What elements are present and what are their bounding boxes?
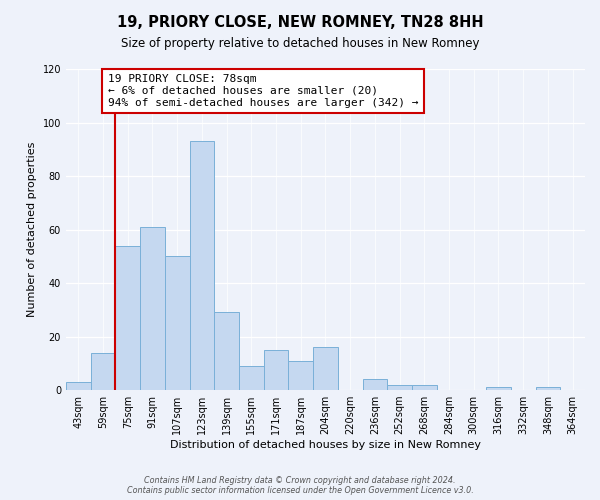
Bar	[140, 227, 165, 390]
Bar	[115, 246, 140, 390]
Bar	[289, 360, 313, 390]
Bar	[190, 141, 214, 390]
Bar	[387, 384, 412, 390]
Bar	[412, 384, 437, 390]
Text: 19 PRIORY CLOSE: 78sqm
← 6% of detached houses are smaller (20)
94% of semi-deta: 19 PRIORY CLOSE: 78sqm ← 6% of detached …	[108, 74, 418, 108]
Bar	[486, 388, 511, 390]
Text: Size of property relative to detached houses in New Romney: Size of property relative to detached ho…	[121, 38, 479, 51]
Bar	[214, 312, 239, 390]
Bar	[239, 366, 263, 390]
X-axis label: Distribution of detached houses by size in New Romney: Distribution of detached houses by size …	[170, 440, 481, 450]
Text: Contains HM Land Registry data © Crown copyright and database right 2024.
Contai: Contains HM Land Registry data © Crown c…	[127, 476, 473, 495]
Bar	[536, 388, 560, 390]
Bar	[263, 350, 289, 390]
Bar	[66, 382, 91, 390]
Bar	[362, 380, 387, 390]
Bar	[313, 348, 338, 390]
Y-axis label: Number of detached properties: Number of detached properties	[27, 142, 37, 317]
Bar	[91, 352, 115, 390]
Bar	[165, 256, 190, 390]
Text: 19, PRIORY CLOSE, NEW ROMNEY, TN28 8HH: 19, PRIORY CLOSE, NEW ROMNEY, TN28 8HH	[116, 15, 484, 30]
